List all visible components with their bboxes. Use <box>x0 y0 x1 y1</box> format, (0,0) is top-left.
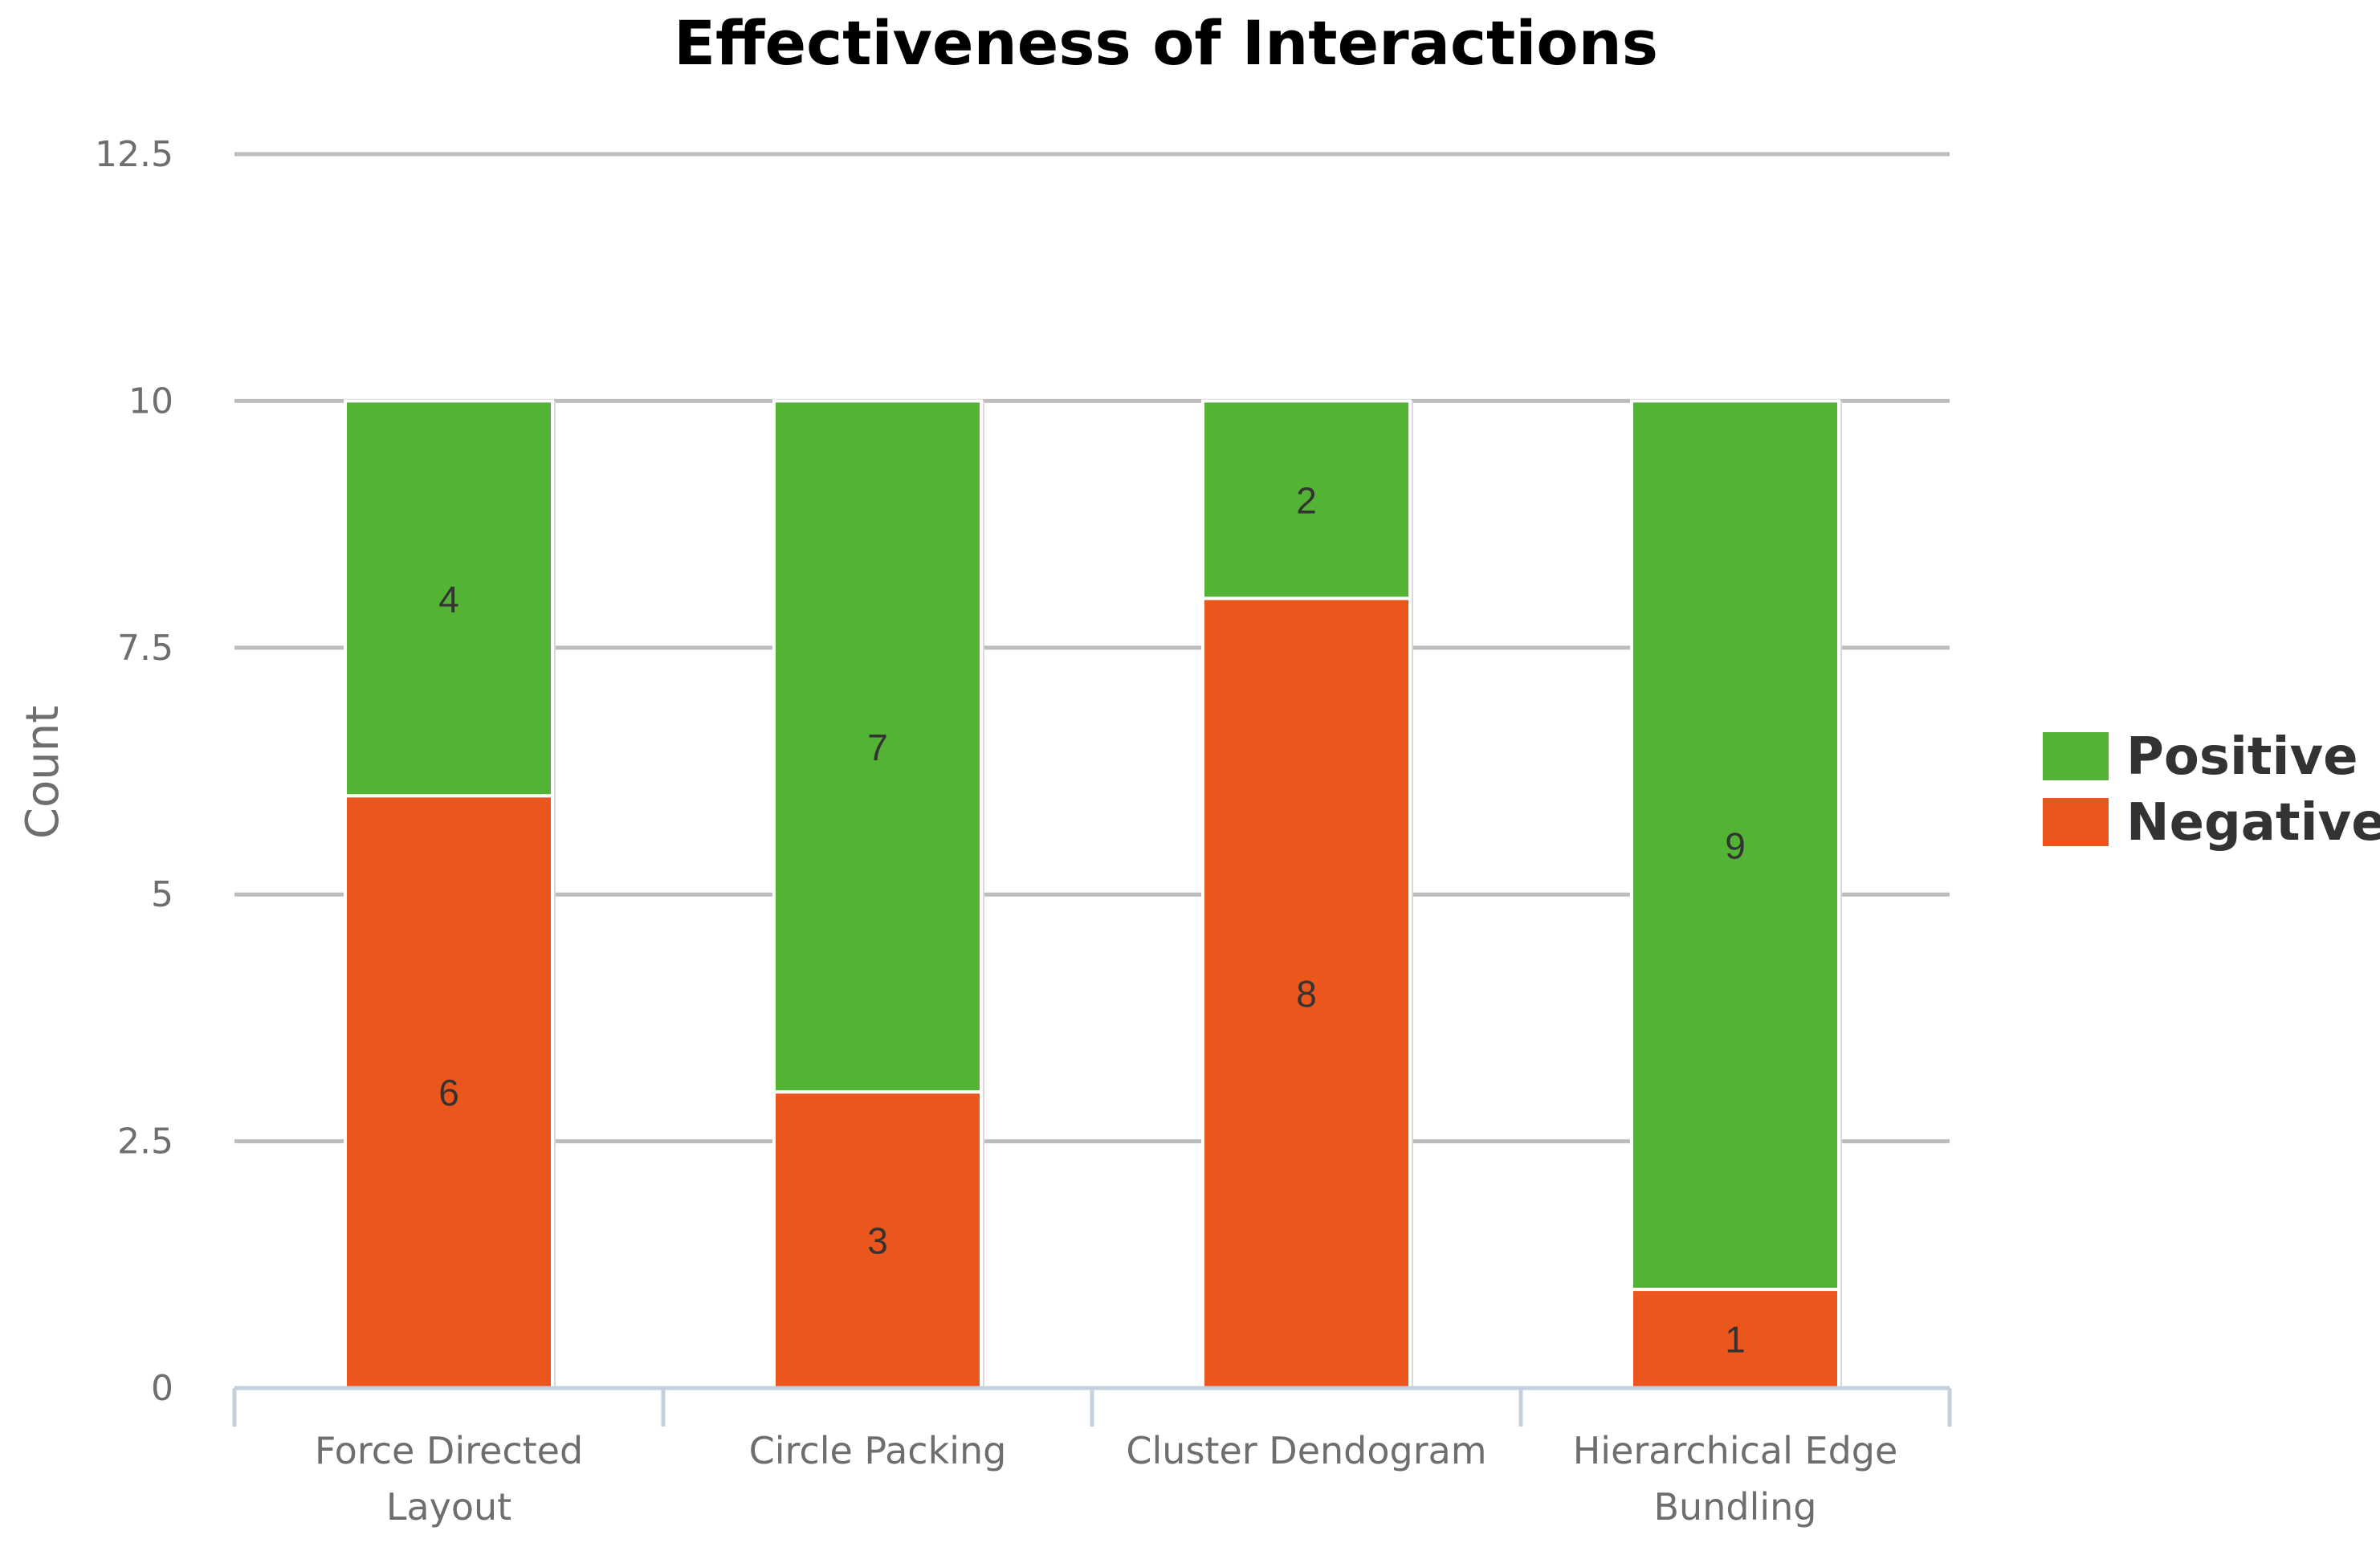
positive-bar <box>344 399 554 798</box>
legend-label-negative: Negative <box>2126 793 2380 853</box>
x-category-label: Cluster Dendogram <box>1126 1429 1486 1472</box>
data-labels: 6 4 3 7 8 2 1 9 <box>438 479 1746 1360</box>
x-category-label: Force Directed <box>315 1429 583 1472</box>
data-label: 8 <box>1296 973 1317 1015</box>
chart-title: Effectiveness of Interactions <box>674 7 1658 79</box>
negative-bar <box>1201 596 1412 1390</box>
data-label: 2 <box>1296 479 1317 521</box>
negative-bar <box>772 1090 983 1390</box>
data-label: 9 <box>1725 825 1746 867</box>
x-category-label: Layout <box>386 1485 511 1529</box>
data-label: 6 <box>438 1072 459 1113</box>
y-tick-label: 0 <box>151 1368 173 1409</box>
y-tick-label: 12.5 <box>95 134 173 175</box>
y-tick-label: 7.5 <box>117 628 173 669</box>
legend-swatch-positive <box>2043 732 2109 780</box>
y-tick-label: 10 <box>128 381 173 421</box>
legend-swatch-negative <box>2043 798 2109 846</box>
x-category-label: Hierarchical Edge <box>1573 1429 1898 1472</box>
data-label: 1 <box>1725 1319 1746 1361</box>
x-category-label: Bundling <box>1654 1485 1817 1529</box>
positive-bar <box>772 399 983 1094</box>
data-label: 7 <box>867 727 888 768</box>
positive-bar <box>1630 399 1840 1292</box>
positive-bar <box>1201 399 1412 601</box>
data-label: 4 <box>438 578 459 620</box>
x-category-label: Circle Packing <box>749 1429 1007 1472</box>
data-label: 3 <box>867 1220 888 1262</box>
y-tick-label: 5 <box>151 874 173 915</box>
bars <box>344 399 1842 1390</box>
legend-label-positive: Positive <box>2126 727 2358 787</box>
x-axis <box>232 1386 1952 1427</box>
x-category-labels: Force Directed Layout Circle Packing Cluste… <box>315 1429 1897 1529</box>
negative-bar <box>344 794 554 1390</box>
y-tick-label: 2.5 <box>117 1122 173 1162</box>
y-axis-label: Count <box>17 706 69 839</box>
y-tick-labels: 0 2.5 5 7.5 10 12.5 <box>95 134 173 1409</box>
